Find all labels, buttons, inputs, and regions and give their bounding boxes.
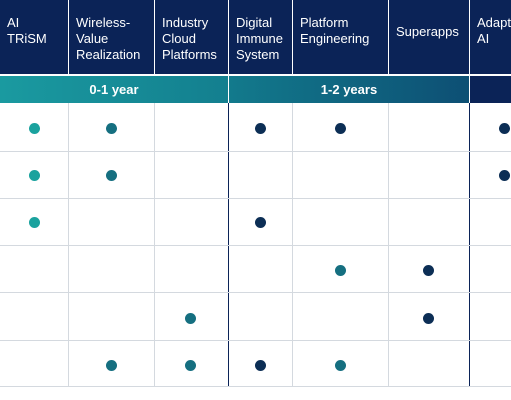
header-line: AI bbox=[7, 15, 20, 30]
marker-dot bbox=[29, 217, 40, 228]
marker-dot bbox=[423, 265, 434, 276]
grid-hline bbox=[0, 292, 511, 293]
header-platform-engineering: Platform Engineering bbox=[293, 0, 388, 74]
marker-dot bbox=[185, 313, 196, 324]
marker-dot bbox=[185, 360, 196, 371]
header-line: System bbox=[236, 47, 280, 62]
header-line: Digital bbox=[236, 15, 273, 30]
header-ai-trism: AI TRiSM bbox=[0, 0, 68, 74]
marker-dot bbox=[423, 313, 434, 324]
marker-dot bbox=[106, 170, 117, 181]
marker-dot bbox=[106, 123, 117, 134]
marker-dot bbox=[255, 123, 266, 134]
grid-hline bbox=[0, 245, 511, 246]
marker-dot bbox=[499, 123, 510, 134]
header-line: Value bbox=[76, 31, 109, 46]
header-line: Superapps bbox=[396, 24, 459, 39]
marker-dot bbox=[335, 265, 346, 276]
grid-hline bbox=[0, 340, 511, 341]
header-line: Wireless- bbox=[76, 15, 131, 30]
header-line: Realization bbox=[76, 47, 141, 62]
marker-dot bbox=[255, 360, 266, 371]
grid-hline bbox=[0, 198, 511, 199]
header-line: Engineering bbox=[300, 31, 370, 46]
header-industry-cloud-platforms: Industry Cloud Platforms bbox=[155, 0, 228, 74]
header-line: Platforms bbox=[162, 47, 217, 62]
header-wireless-value-realization: Wireless- Value Realization bbox=[69, 0, 154, 74]
header-digital-immune-system: Digital Immune System bbox=[229, 0, 292, 74]
header-line: Immune bbox=[236, 31, 283, 46]
header-line: Cloud bbox=[162, 31, 196, 46]
timeframe-band-next bbox=[470, 76, 511, 103]
marker-dot bbox=[255, 217, 266, 228]
header-line: Platform bbox=[300, 15, 349, 30]
header-line: Adapt bbox=[477, 15, 511, 30]
timeframe-band-1-2-years: 1-2 years bbox=[229, 76, 469, 103]
timeframe-band-0-1-year: 0-1 year bbox=[0, 76, 228, 103]
marker-dot bbox=[106, 360, 117, 371]
header-line: AI bbox=[477, 31, 490, 46]
marker-dot bbox=[499, 170, 510, 181]
marker-dot bbox=[29, 170, 40, 181]
header-superapps: Superapps bbox=[389, 0, 469, 74]
header-line: TRiSM bbox=[7, 31, 47, 46]
header-adaptive-ai: Adapt AI bbox=[470, 0, 511, 74]
marker-dot bbox=[335, 123, 346, 134]
marker-dot bbox=[29, 123, 40, 134]
grid-hline bbox=[0, 151, 511, 152]
header-line: Industry bbox=[162, 15, 209, 30]
marker-dot bbox=[335, 360, 346, 371]
grid-hline bbox=[0, 386, 511, 387]
